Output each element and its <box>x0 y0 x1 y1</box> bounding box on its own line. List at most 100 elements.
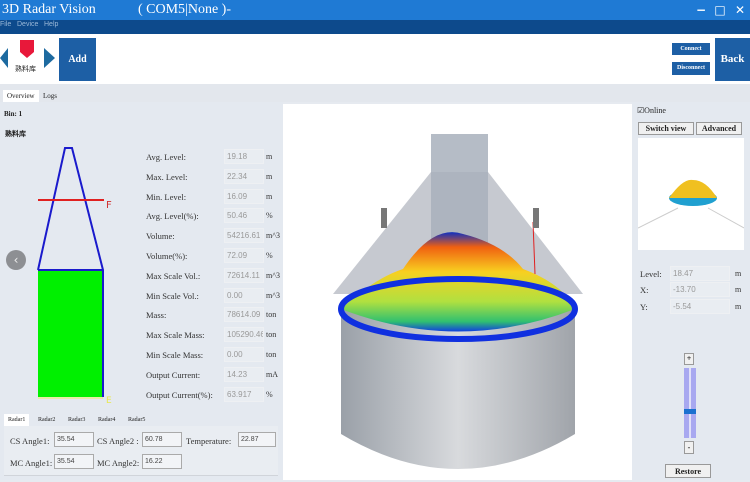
chevron-left-icon: ‹ <box>13 253 19 267</box>
cs-angle1-value: 35.54 <box>54 432 94 447</box>
switch-view-button[interactable]: Switch view <box>638 122 694 135</box>
checkbox-checked-icon: ☑ <box>637 106 645 115</box>
menu-bar: File Device Help <box>0 20 750 34</box>
cs-angle1-label: CS Angle1: <box>10 436 50 446</box>
disconnect-button[interactable]: Disconnect <box>672 62 710 75</box>
y-label: Y: <box>640 302 648 312</box>
field-label: Mass: <box>146 310 167 321</box>
field-unit: m^3 <box>266 270 280 280</box>
field-value: 16.09 <box>224 188 264 204</box>
field-value: 78614.09 <box>224 307 264 323</box>
connection-status: ( COM5|None )- <box>138 2 232 17</box>
view-control-panel: ☑Online Switch view Advanced Level: 18.4… <box>632 102 750 480</box>
field-unit: m <box>266 171 273 181</box>
bin-marker-icon <box>20 40 34 58</box>
zoom-in-button[interactable]: + <box>684 353 694 365</box>
zoom-out-button[interactable]: - <box>684 441 694 454</box>
field-value: 105290.46 <box>224 327 264 343</box>
field-value: 50.46 <box>224 208 264 224</box>
field-label: Min Scale Vol.: <box>146 290 199 301</box>
mc-angle2-value: 16.22 <box>142 454 182 469</box>
radar-sensor-right <box>533 208 539 228</box>
bin-fill-level <box>38 270 103 397</box>
tab-logs[interactable]: Logs <box>43 92 57 100</box>
connect-button[interactable]: Connect <box>672 43 710 55</box>
field-value: 72.09 <box>224 248 264 263</box>
field-label: Output Current(%): <box>146 389 213 400</box>
field-unit: m^3 <box>266 231 280 241</box>
radar-tab[interactable]: Radar3 <box>68 417 86 423</box>
silo-wall <box>341 309 575 469</box>
field-unit: m <box>266 191 273 201</box>
back-button[interactable]: Back <box>715 38 750 81</box>
temperature-value: 22.87 <box>238 432 276 447</box>
field-unit: ton <box>266 350 277 359</box>
mini-3d-view[interactable] <box>637 138 745 250</box>
field-unit: ton <box>266 330 277 340</box>
y-unit: m <box>735 302 742 311</box>
field-label: Max. Level: <box>146 171 188 182</box>
bin-id: Bin: 1 <box>4 110 23 118</box>
level-value: 18.47 <box>670 266 730 281</box>
online-label: Online <box>644 106 666 115</box>
x-label: X: <box>640 285 649 295</box>
radar-tab[interactable]: Radar2 <box>38 417 56 423</box>
field-value: 72614.11 <box>224 267 264 283</box>
field-value: 22.34 <box>224 168 264 184</box>
field-value: 54216.61 <box>224 228 264 244</box>
radar-panel: CS Angle1: 35.54 CS Angle2 : 60.78 Tempe… <box>4 426 278 476</box>
y-value: -5.54 <box>670 299 730 314</box>
silo-rim <box>338 276 578 342</box>
radar-tab[interactable]: Radar4 <box>98 417 116 423</box>
field-unit: % <box>266 389 273 399</box>
field-unit: m <box>266 152 273 161</box>
cs-angle2-label: CS Angle2 : <box>97 436 139 446</box>
field-label: Volume: <box>146 231 175 242</box>
radar-tab-bar: Radar1 Radar2 Radar3 Radar4 Radar5 <box>4 414 154 426</box>
prev-bin-arrow-icon[interactable] <box>0 48 8 68</box>
bin-name: 熟料库 <box>15 65 36 73</box>
online-checkbox[interactable]: ☑Online <box>637 106 666 115</box>
zoom-slider-thumb[interactable] <box>684 408 696 414</box>
field-unit: ton <box>266 310 277 320</box>
menu-device[interactable]: Device <box>17 21 39 28</box>
bin-title: 熟料库 <box>5 130 26 138</box>
zoom-slider[interactable] <box>684 368 696 438</box>
field-label: Volume(%): <box>146 251 188 261</box>
field-unit: % <box>266 211 273 221</box>
bin-diagram <box>37 147 104 399</box>
overview-panel: Bin: 1 熟料库 F E ‹ Avg. Level: 19.18 m Max.… <box>0 102 283 480</box>
field-label: Output Current: <box>146 369 201 380</box>
level-unit: m <box>735 269 742 278</box>
maximize-button[interactable]: □ <box>714 3 726 17</box>
collapse-left-button[interactable]: ‹ <box>6 250 26 270</box>
advanced-button[interactable]: Advanced <box>696 122 742 135</box>
radar-tab[interactable]: Radar1 <box>4 414 30 426</box>
level-label: Level: <box>640 269 662 279</box>
menu-file[interactable]: File <box>0 21 12 28</box>
field-label: Avg. Level: <box>146 152 186 162</box>
bin-outline <box>37 147 104 397</box>
add-button[interactable]: Add <box>59 38 96 81</box>
field-unit: m^3 <box>266 290 280 300</box>
close-button[interactable]: ✕ <box>734 3 746 17</box>
next-bin-arrow-icon[interactable] <box>44 48 55 68</box>
toolbar: 熟料库 Add Connect Disconnect Back <box>0 34 750 84</box>
field-value: 14.23 <box>224 366 264 382</box>
tab-bar <box>0 84 750 102</box>
field-label: Max Scale Vol.: <box>146 270 201 281</box>
minimize-button[interactable]: − <box>695 3 707 17</box>
restore-button[interactable]: Restore <box>665 464 711 478</box>
mc-angle1-value: 35.54 <box>54 454 94 469</box>
radar-tab[interactable]: Radar5 <box>128 417 146 423</box>
x-unit: m <box>735 285 742 294</box>
field-unit: % <box>266 251 273 260</box>
field-value: 19.18 <box>224 149 264 164</box>
tab-overview[interactable]: Overview <box>3 90 39 102</box>
field-label: Min Scale Mass: <box>146 350 204 360</box>
field-label: Avg. Level(%): <box>146 211 199 222</box>
3d-silo-view[interactable] <box>283 104 632 480</box>
menu-help[interactable]: Help <box>44 21 59 28</box>
field-unit: mA <box>266 369 278 379</box>
field-value: 63.917 <box>224 386 264 402</box>
